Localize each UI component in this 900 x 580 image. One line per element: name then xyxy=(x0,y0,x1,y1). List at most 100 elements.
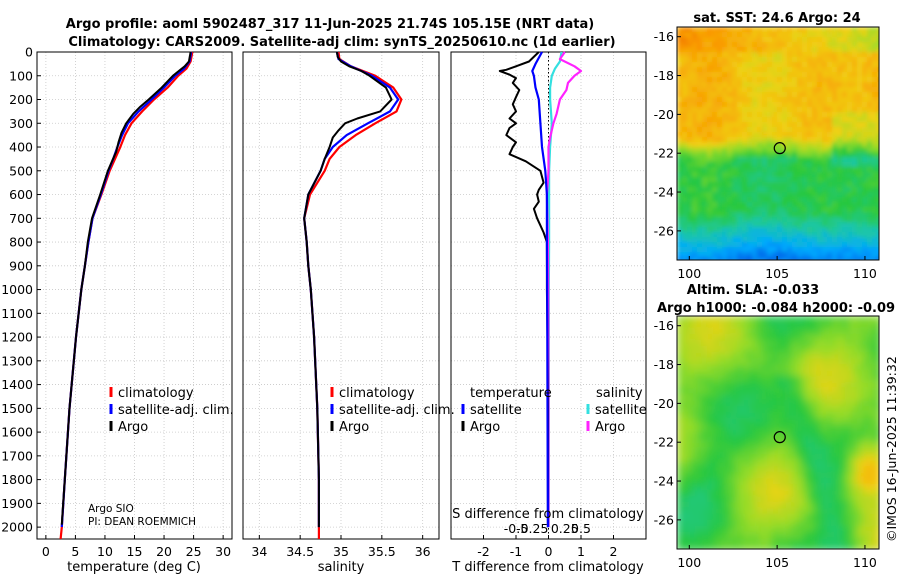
sst-cell xyxy=(857,142,863,148)
sla-cell xyxy=(773,322,780,329)
sla-cell xyxy=(683,412,690,419)
sst-cell xyxy=(847,102,853,108)
sla-cell xyxy=(857,388,864,395)
sst-cell xyxy=(812,77,818,83)
sla-cell xyxy=(869,478,876,485)
sst-cell xyxy=(747,27,753,33)
sst-cell xyxy=(737,67,743,73)
sst-cell xyxy=(682,82,688,88)
sst-cell xyxy=(752,162,758,168)
sst-cell xyxy=(712,242,718,248)
sst-cell xyxy=(772,152,778,158)
sla-cell xyxy=(803,322,810,329)
sst-cell xyxy=(782,32,788,38)
sst-cell xyxy=(837,132,843,138)
sst-cell xyxy=(692,257,698,260)
sst-cell xyxy=(757,137,763,143)
sla-cell xyxy=(719,400,726,407)
sla-cell xyxy=(797,346,804,353)
sst-cell xyxy=(697,147,703,153)
sst-cell xyxy=(697,142,703,148)
sst-cell xyxy=(827,72,833,78)
sst-cell xyxy=(802,47,808,53)
sst-cell xyxy=(677,242,683,248)
sla-cell xyxy=(785,388,792,395)
sst-cell xyxy=(867,77,873,83)
sla-cell xyxy=(863,532,870,539)
sst-cell xyxy=(872,167,878,173)
sst-cell xyxy=(707,147,713,153)
sst-cell xyxy=(867,137,873,143)
sla-cell xyxy=(737,526,744,533)
sst-cell xyxy=(872,222,878,228)
sla-cell xyxy=(803,436,810,443)
sst-cell xyxy=(872,127,878,133)
sst-cell xyxy=(862,192,868,198)
sst-cell xyxy=(702,252,708,258)
sla-cell xyxy=(749,532,756,539)
sst-cell xyxy=(757,127,763,133)
sst-cell xyxy=(742,117,748,123)
sla-cell xyxy=(839,352,846,359)
map-x-tick-label: 110 xyxy=(853,266,877,281)
sst-cell xyxy=(872,37,878,43)
sst-cell xyxy=(697,167,703,173)
sst-cell xyxy=(827,107,833,113)
sla-cell xyxy=(869,484,876,491)
sst-cell xyxy=(732,157,738,163)
sst-cell xyxy=(852,212,858,218)
sst-cell xyxy=(687,187,693,193)
sst-cell xyxy=(782,167,788,173)
sst-cell xyxy=(767,97,773,103)
sst-cell xyxy=(802,157,808,163)
sla-cell xyxy=(767,316,774,323)
sla-cell xyxy=(785,358,792,365)
sla-cell xyxy=(839,454,846,461)
sst-cell xyxy=(822,237,828,243)
sla-cell xyxy=(701,406,708,413)
sst-cell xyxy=(742,67,748,73)
sla-cell xyxy=(719,532,726,539)
sst-cell xyxy=(757,57,763,63)
sst-cell xyxy=(727,192,733,198)
sla-cell xyxy=(875,358,879,365)
sst-cell xyxy=(807,92,813,98)
sst-cell xyxy=(682,177,688,183)
sst-cell xyxy=(712,92,718,98)
sla-cell xyxy=(869,508,876,515)
sst-cell xyxy=(722,32,728,38)
sla-cell xyxy=(707,508,714,515)
sst-cell xyxy=(732,167,738,173)
sla-cell xyxy=(725,544,732,549)
sst-cell xyxy=(787,252,793,258)
sla-cell xyxy=(809,316,816,323)
difference-panel: -2 -1 0 1 2 -0.5-0.25 0.250.5 T difference fr… xyxy=(450,51,647,575)
sla-cell xyxy=(731,388,738,395)
sst-cell xyxy=(832,122,838,128)
sst-cell xyxy=(877,252,879,258)
sst-cell xyxy=(787,117,793,123)
sst-cell xyxy=(732,147,738,153)
sst-cell xyxy=(827,92,833,98)
sla-cell xyxy=(779,406,786,413)
sla-cell xyxy=(719,412,726,419)
sla-cell xyxy=(869,526,876,533)
sst-cell xyxy=(837,57,843,63)
sst-cell xyxy=(767,212,773,218)
sst-cell xyxy=(747,212,753,218)
sla-cell xyxy=(719,364,726,371)
sst-cell xyxy=(692,202,698,208)
sla-cell xyxy=(797,508,804,515)
sla-cell xyxy=(767,370,774,377)
sst-cell xyxy=(712,127,718,133)
sla-cell xyxy=(707,502,714,509)
sst-cell xyxy=(842,207,848,213)
sla-cell xyxy=(743,316,750,323)
sst-cell xyxy=(737,222,743,228)
sst-cell xyxy=(702,197,708,203)
sla-cell xyxy=(767,484,774,491)
sla-cell xyxy=(791,352,798,359)
sla-cell xyxy=(731,400,738,407)
sla-cell xyxy=(803,454,810,461)
sst-cell xyxy=(862,162,868,168)
